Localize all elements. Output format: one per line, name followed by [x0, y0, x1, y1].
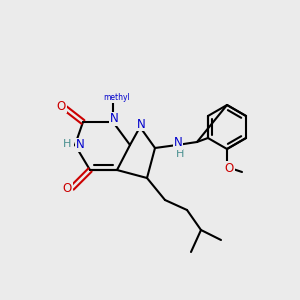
Text: H: H	[63, 139, 71, 149]
Text: N: N	[110, 112, 118, 125]
Text: N: N	[76, 139, 84, 152]
Text: O: O	[56, 100, 66, 112]
Text: methyl: methyl	[103, 94, 130, 103]
Text: O: O	[224, 161, 234, 175]
Text: N: N	[136, 118, 146, 130]
Text: N: N	[174, 136, 182, 149]
Text: H: H	[176, 149, 184, 159]
Text: O: O	[62, 182, 72, 194]
